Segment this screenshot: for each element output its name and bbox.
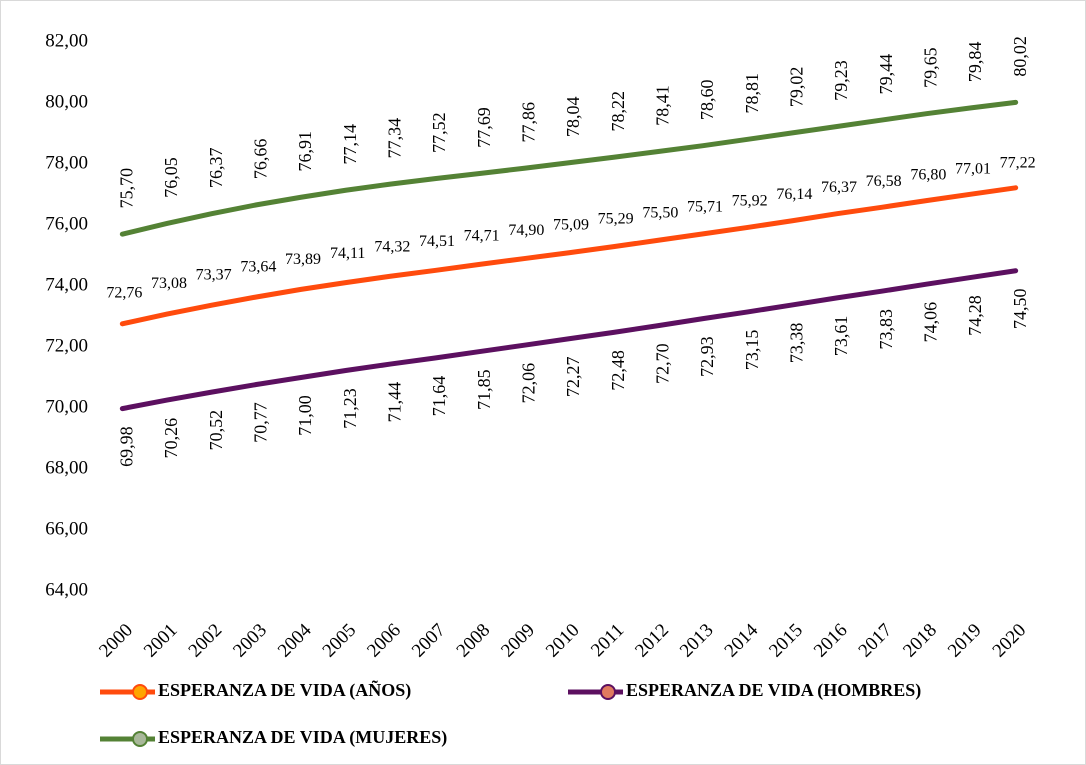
- legend-label: ESPERANZA DE VIDA (HOMBRES): [626, 680, 921, 701]
- data-label: 76,14: [776, 186, 812, 203]
- data-label: 80,02: [1010, 36, 1030, 77]
- data-label: 74,90: [508, 222, 544, 239]
- data-label: 77,86: [518, 102, 538, 142]
- legend-marker: [600, 684, 616, 700]
- data-label: 78,04: [563, 97, 583, 138]
- data-label: 78,81: [742, 73, 762, 114]
- series-line: [119, 268, 1019, 412]
- data-label: 78,60: [697, 79, 717, 120]
- data-label: 74,50: [1010, 289, 1030, 330]
- data-label: 77,69: [474, 107, 494, 148]
- y-tick-label: 78,00: [45, 152, 88, 173]
- data-label: 73,08: [151, 275, 187, 292]
- data-label: 73,15: [742, 330, 762, 371]
- legend-label: ESPERANZA DE VIDA (AÑOS): [158, 679, 411, 701]
- data-label: 72,27: [563, 357, 583, 398]
- data-label: 70,77: [250, 402, 270, 443]
- data-label: 73,61: [831, 316, 851, 357]
- data-label: 74,71: [464, 227, 500, 244]
- data-label: 76,05: [161, 157, 181, 198]
- data-label: 76,80: [910, 167, 946, 184]
- data-label: 73,83: [876, 309, 896, 350]
- data-label: 79,02: [786, 67, 806, 108]
- data-label: 78,41: [652, 85, 672, 126]
- data-label: 73,38: [786, 323, 806, 364]
- data-label: 71,64: [429, 376, 449, 417]
- data-label: 76,91: [295, 131, 315, 172]
- data-label: 69,98: [116, 426, 136, 467]
- data-label: 71,23: [340, 388, 360, 429]
- data-label: 76,37: [206, 147, 226, 188]
- data-label: 73,64: [240, 259, 276, 276]
- data-label: 75,70: [116, 168, 136, 209]
- series-line: [119, 99, 1019, 237]
- series-line: [119, 185, 1019, 327]
- y-tick-label: 72,00: [45, 335, 88, 356]
- data-label: 76,58: [866, 173, 902, 190]
- data-label: 77,01: [955, 161, 991, 178]
- data-label: 71,44: [384, 382, 404, 423]
- y-tick-label: 66,00: [45, 518, 88, 539]
- data-label: 79,23: [831, 60, 851, 101]
- y-tick-label: 76,00: [45, 213, 88, 234]
- data-label: 75,92: [732, 192, 768, 209]
- legend-label: ESPERANZA DE VIDA (MUJERES): [158, 727, 447, 748]
- data-label: 77,22: [1000, 154, 1036, 171]
- data-label: 70,26: [161, 418, 181, 459]
- data-label: 72,06: [518, 363, 538, 404]
- y-tick-label: 64,00: [45, 579, 88, 600]
- data-label: 75,50: [642, 205, 678, 222]
- data-label: 73,89: [285, 251, 321, 268]
- data-label: 70,52: [206, 410, 226, 451]
- data-label: 79,84: [965, 42, 985, 83]
- data-label: 76,37: [821, 179, 857, 196]
- data-label: 76,66: [250, 139, 270, 180]
- data-label: 75,71: [687, 198, 723, 215]
- data-label: 71,85: [474, 369, 494, 410]
- y-tick-label: 80,00: [45, 91, 88, 112]
- legend-marker: [132, 731, 148, 747]
- data-label: 77,52: [429, 112, 449, 153]
- data-label: 72,93: [697, 336, 717, 377]
- legend-marker: [132, 684, 148, 700]
- data-label: 72,76: [106, 284, 142, 301]
- data-label: 71,00: [295, 395, 315, 436]
- data-label: 74,11: [330, 245, 365, 262]
- data-label: 74,32: [374, 239, 410, 256]
- data-label: 79,65: [920, 47, 940, 88]
- data-label: 74,51: [419, 233, 455, 250]
- data-label: 78,22: [608, 91, 628, 132]
- data-label: 79,44: [876, 54, 896, 95]
- y-tick-label: 74,00: [45, 274, 88, 295]
- data-label: 77,34: [384, 118, 404, 159]
- data-label: 75,29: [598, 211, 634, 228]
- data-label: 77,14: [340, 124, 360, 165]
- data-label: 72,70: [652, 343, 672, 384]
- data-label: 74,28: [965, 295, 985, 336]
- y-tick-label: 68,00: [45, 457, 88, 478]
- y-tick-label: 70,00: [45, 396, 88, 417]
- data-label: 74,06: [920, 302, 940, 343]
- data-label: 72,48: [608, 350, 628, 391]
- data-label: 75,09: [553, 216, 589, 233]
- data-label: 73,37: [196, 266, 232, 283]
- y-tick-label: 82,00: [45, 30, 88, 51]
